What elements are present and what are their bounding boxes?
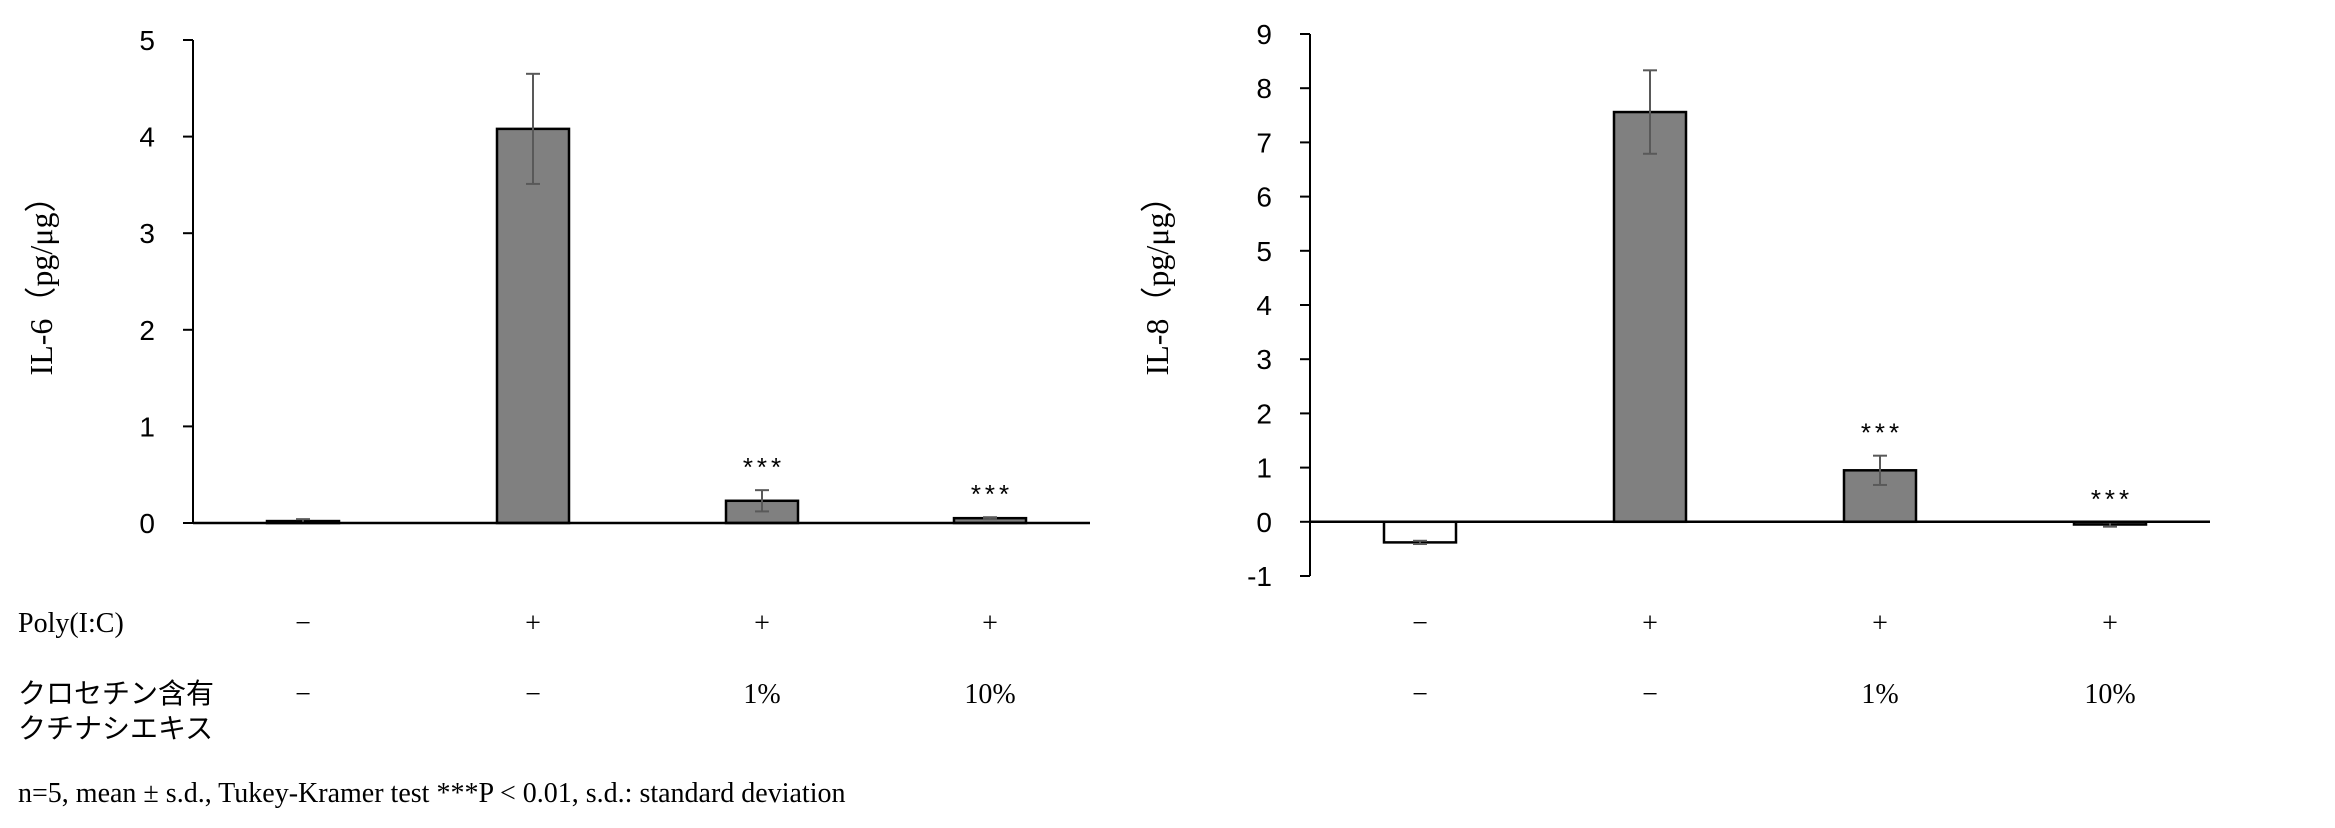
il8-poly-ic-value: +: [1642, 608, 1658, 639]
il6-significance-label: ***: [743, 452, 785, 482]
extract-row-label-line1: クロセチン含有: [18, 678, 214, 710]
il8-poly-ic-value: −: [1412, 608, 1428, 639]
poly-ic-row-label: Poly(I:C): [18, 608, 124, 639]
il6-y-tick-label: 2: [139, 315, 155, 346]
il8-bar: [1382, 520, 1458, 544]
il6-significance-label: ***: [971, 479, 1013, 509]
il6-y-tick-label: 5: [139, 25, 155, 56]
il8-y-tick-label: 3: [1256, 344, 1272, 375]
il6-poly-ic-value: +: [754, 608, 770, 639]
il6-extract-value: 10%: [964, 679, 1015, 710]
il8-y-tick-label: 6: [1256, 182, 1272, 213]
il8-y-tick-label: 9: [1256, 19, 1272, 50]
extract-row-label-line2: クチナシエキス: [18, 714, 213, 745]
il6-y-tick-label: 1: [139, 411, 155, 442]
il6-extract-value: 1%: [743, 679, 780, 710]
il6-y-axis-label: IL-6（pg/μg）: [23, 181, 59, 376]
il8-y-tick-label: 1: [1256, 453, 1272, 484]
il6-y-tick-label: 3: [139, 218, 155, 249]
il8-y-tick-label: -1: [1247, 561, 1272, 592]
il8-y-tick-label: 4: [1256, 290, 1272, 321]
il8-extract-value: −: [1412, 679, 1428, 710]
il8-chart: IL-8（pg/μg） -1 0 1 2 3 4 5 6 7 8 9 *** ***: [1139, 19, 2210, 592]
il6-bar: [495, 127, 571, 525]
il6-poly-ic-value: +: [982, 608, 998, 639]
il8-bar: [1612, 110, 1688, 524]
il8-extract-value: 10%: [2084, 679, 2135, 710]
il8-poly-ic-value: +: [2102, 608, 2118, 639]
il8-significance-label: ***: [2091, 484, 2133, 514]
il8-y-tick-label: 0: [1256, 507, 1272, 538]
il6-poly-ic-value: −: [295, 608, 311, 639]
il8-y-tick-label: 8: [1256, 73, 1272, 104]
il6-poly-ic-value: +: [525, 608, 541, 639]
il8-extract-value: −: [1642, 679, 1658, 710]
il8-poly-ic-value: +: [1872, 608, 1888, 639]
il8-y-tick-label: 7: [1256, 127, 1272, 158]
footnote: n=5, mean ± s.d., Tukey-Kramer test ***P…: [18, 778, 846, 809]
il6-y-tick-label: 0: [139, 508, 155, 539]
il8-y-tick-label: 5: [1256, 236, 1272, 267]
il6-y-tick-label: 4: [139, 122, 155, 153]
il8-y-axis-label: IL-8（pg/μg）: [1139, 181, 1175, 376]
il8-significance-label: ***: [1861, 418, 1903, 448]
il8-y-tick-label: 2: [1256, 398, 1272, 429]
il6-chart: IL-6（pg/μg） 0 1 2 3 4 5 *** ***: [23, 25, 1090, 539]
il6-extract-value: −: [525, 679, 541, 710]
condition-table: Poly(I:C) クロセチン含有 クチナシエキス − − + − +1% +10% − − +…: [18, 608, 2136, 745]
il8-extract-value: 1%: [1861, 679, 1898, 710]
il6-extract-value: −: [295, 679, 311, 710]
